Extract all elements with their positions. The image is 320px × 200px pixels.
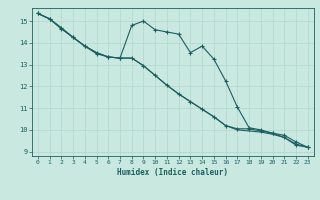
X-axis label: Humidex (Indice chaleur): Humidex (Indice chaleur) <box>117 168 228 177</box>
